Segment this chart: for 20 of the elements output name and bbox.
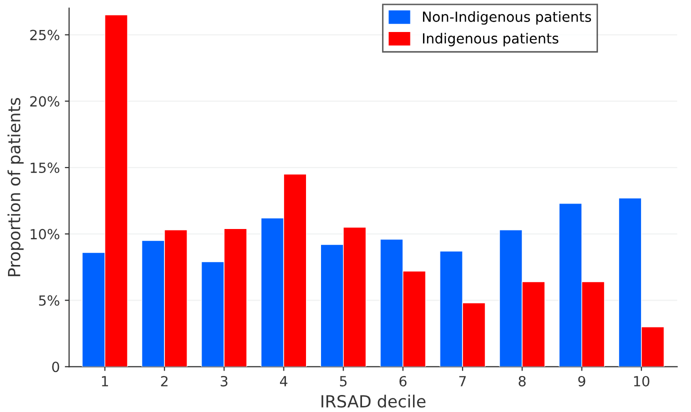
x-tick-label: 4 — [280, 376, 288, 386]
y-tick-label: 20% — [30, 96, 60, 107]
x-tick-label: 7 — [459, 376, 466, 386]
y-tick-label: 0 — [52, 362, 60, 372]
x-tick-label: 10 — [634, 376, 650, 386]
x-tick-label: 3 — [220, 376, 228, 386]
y-tick-label: 10% — [30, 228, 60, 240]
y-tick-label: 15% — [30, 162, 60, 174]
y-axis-title: Proportion of patients — [8, 98, 24, 276]
legend-label: Non-Indigenous patients — [423, 11, 592, 25]
x-tick-label: 1 — [102, 376, 108, 386]
y-tick-label: 25% — [30, 30, 60, 40]
x-tick-label: 6 — [400, 376, 406, 386]
x-axis-title: IRSAD decile — [322, 394, 426, 408]
legend-label: Indigenous patients — [423, 32, 558, 46]
x-tick-label: 2 — [161, 376, 168, 386]
y-tick-label: 5% — [39, 295, 60, 306]
x-tick-label: 5 — [340, 376, 347, 386]
x-tick-label: 9 — [578, 376, 586, 386]
x-tick-label: 8 — [518, 376, 526, 386]
